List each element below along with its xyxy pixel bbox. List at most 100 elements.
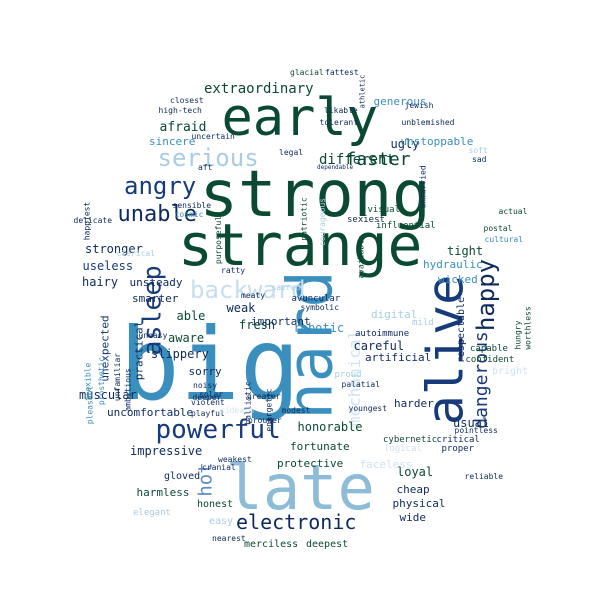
word-cloud-word: cultural <box>484 235 524 244</box>
word-cloud-word: delicate <box>73 216 113 225</box>
word-cloud-word: smarter <box>132 291 179 305</box>
word-cloud-word: uncertain <box>191 132 235 141</box>
word-cloud-word: dependable <box>317 164 354 171</box>
word-cloud-word: unblemished <box>401 118 455 127</box>
word-cloud-word: protective <box>277 456 344 470</box>
word-cloud-word: nearest <box>212 534 246 543</box>
word-cloud-word: merciless <box>244 539 299 550</box>
word-cloud-word: reliable <box>464 472 504 481</box>
word-cloud-word: sexiest <box>347 214 385 225</box>
word-cloud-word: logical <box>384 443 422 454</box>
word-cloud-word: tight <box>447 244 484 258</box>
word-cloud-word: digital <box>371 307 418 321</box>
word-cloud-word: sidearm <box>220 406 254 415</box>
word-cloud-word: weakest <box>218 455 252 464</box>
word-cloud-word: pleasant <box>84 385 94 425</box>
word-cloud-word: electronic <box>236 510 357 534</box>
word-cloud-word: athletic <box>358 74 367 108</box>
word-cloud-word: angry <box>124 172 197 200</box>
word-cloud-disc <box>42 42 558 558</box>
word-cloud-word: visual <box>367 204 401 215</box>
word-cloud-word: unable <box>117 202 197 227</box>
word-cloud-word: practical <box>132 320 146 380</box>
word-cloud-word: actual <box>498 207 528 216</box>
word-cloud-word: elegant <box>133 507 171 518</box>
word-cloud-word: symbolic <box>300 303 340 312</box>
word-cloud-word: honorable <box>297 420 363 434</box>
word-cloud-word: powerful <box>155 415 281 445</box>
word-cloud-word: strong <box>199 158 431 232</box>
word-cloud-word: extraordinary <box>204 81 314 97</box>
word-cloud-word: fortunate <box>290 439 350 453</box>
word-cloud-word: physical <box>392 496 446 510</box>
word-cloud-word: glacial <box>290 68 324 77</box>
word-cloud-word: palatial <box>341 380 381 389</box>
word-cloud-word: important <box>251 314 311 328</box>
word-cloud-word: energetic <box>264 388 274 432</box>
word-cloud-word: autoimmune <box>355 328 410 339</box>
word-cloud-word: strange <box>178 211 423 279</box>
word-cloud-word: bright <box>492 366 529 377</box>
word-cloud-word: postal <box>483 224 513 233</box>
word-cloud-word: unmarried <box>418 165 428 209</box>
word-cloud-word: fresh <box>239 318 276 332</box>
word-cloud-word: solar <box>199 390 224 399</box>
word-cloud-word: faceless <box>359 457 413 471</box>
word-cloud-word: hairy <box>82 275 119 289</box>
word-cloud-word: hydraulic <box>423 257 483 271</box>
word-cloud-word: impressive <box>130 444 203 458</box>
word-cloud-word: cybernetic <box>383 434 438 445</box>
word-cloud-word: high-tech <box>158 106 202 115</box>
word-cloud-word: sacred <box>271 283 301 292</box>
word-cloud-word: usual <box>453 416 490 430</box>
word-cloud-word: pointless <box>454 426 498 435</box>
word-cloud-word: critical <box>436 434 480 445</box>
word-cloud-word: tolerant <box>319 118 359 127</box>
word-cloud-word: deepest <box>306 539 349 550</box>
word-cloud-word: different <box>319 152 395 168</box>
word-cloud-word: harmless <box>136 485 190 499</box>
word-cloud-word: proper <box>441 443 475 454</box>
word-cloud-word: sorry <box>188 364 222 378</box>
word-cloud-word: cosmic <box>174 210 204 219</box>
word-cloud-word: noisy <box>193 381 218 390</box>
word-cloud-word: gloved <box>164 471 201 482</box>
word-cloud-word: meaty <box>241 291 266 300</box>
word-cloud-word: soft <box>468 146 488 155</box>
word-cloud-word: late <box>225 451 375 524</box>
word-cloud-word: ratty <box>221 266 246 275</box>
word-cloud-word: robotic <box>293 321 345 335</box>
word-cloud-word: mild <box>412 317 434 328</box>
word-cloud-word: sincere <box>149 134 196 148</box>
word-cloud-word: unsteady <box>129 275 183 289</box>
word-cloud-word: afraid <box>159 119 207 135</box>
word-cloud-word: serious <box>157 144 259 172</box>
word-cloud-word: harder <box>394 396 434 410</box>
word-cloud-word: deeper <box>192 393 222 402</box>
word-cloud-word: backward <box>190 276 306 304</box>
word-cloud-word: stronger <box>85 242 143 256</box>
word-cloud-word: modest <box>281 406 311 415</box>
word-cloud-word: honest <box>197 499 234 510</box>
word-cloud-word: ambitious <box>123 368 133 412</box>
word-cloud-word: closest <box>170 96 204 105</box>
word-cloud-word: loyal <box>397 465 434 479</box>
word-cloud-word: unstoppable <box>400 134 474 148</box>
word-cloud-word: faster <box>345 149 411 170</box>
word-cloud-word: greater <box>247 392 281 401</box>
word-cloud-word: uneasy <box>138 331 168 340</box>
word-cloud-word: clerical <box>116 249 156 258</box>
word-cloud-word: slippery <box>151 347 209 361</box>
word-cloud-word: aware <box>168 331 205 345</box>
word-cloud-word: generous <box>373 94 427 108</box>
word-cloud-word: big <box>119 306 301 423</box>
word-cloud-word: playful <box>191 409 225 418</box>
word-cloud-word: cheap <box>396 482 430 496</box>
word-cloud-word: youngest <box>348 404 388 413</box>
word-cloud-word: confident <box>465 354 515 365</box>
word-cloud-word: jewish <box>404 101 434 110</box>
word-cloud-word: cranial <box>202 463 236 472</box>
word-cloud-word: courageous <box>318 197 328 247</box>
word-cloud-word: prosthetic <box>97 356 107 406</box>
word-cloud-word: artificial <box>365 350 432 364</box>
